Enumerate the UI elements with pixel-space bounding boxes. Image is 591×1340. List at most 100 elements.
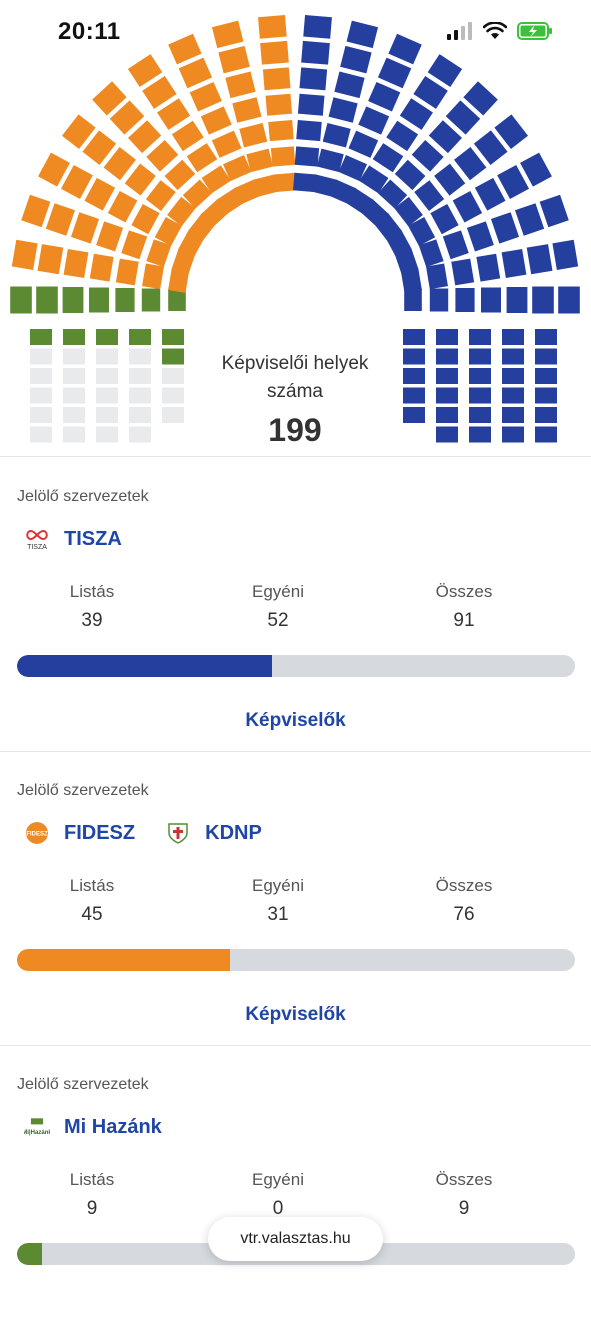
party-fidesz[interactable]: FIDESZ FIDESZ bbox=[24, 820, 135, 846]
seat bbox=[124, 163, 156, 196]
seat bbox=[30, 348, 52, 365]
url-bar[interactable]: vtr.valasztas.hu bbox=[208, 1217, 383, 1261]
wifi-icon bbox=[483, 22, 507, 39]
seat-total-label: Képviselői helyek száma bbox=[221, 353, 369, 402]
seat bbox=[296, 120, 322, 142]
seat bbox=[129, 329, 151, 345]
battery-charging-icon bbox=[517, 22, 552, 40]
seat bbox=[127, 54, 163, 88]
seat bbox=[539, 194, 569, 228]
seat bbox=[394, 159, 426, 191]
stat-value: 31 bbox=[267, 904, 289, 925]
seat bbox=[403, 348, 425, 365]
section-label: Jelölő szervezetek bbox=[17, 488, 149, 505]
seat bbox=[115, 288, 135, 312]
seat bbox=[502, 329, 524, 345]
seat bbox=[253, 174, 279, 197]
seat bbox=[36, 286, 58, 314]
party-kdnp[interactable]: KDNP bbox=[165, 820, 262, 846]
party-row: FIDESZ FIDESZ KDNP bbox=[24, 820, 292, 846]
stat-label: Egyéni bbox=[252, 1170, 304, 1189]
seat bbox=[436, 387, 458, 404]
seat bbox=[200, 106, 232, 135]
seat bbox=[30, 368, 52, 384]
seat bbox=[427, 54, 463, 88]
seat bbox=[115, 258, 139, 286]
seat bbox=[455, 288, 475, 312]
seat bbox=[129, 407, 151, 423]
seat bbox=[454, 146, 487, 181]
seat bbox=[386, 120, 419, 152]
seat bbox=[473, 130, 508, 165]
seat bbox=[377, 179, 408, 209]
seat bbox=[436, 426, 458, 443]
seat bbox=[436, 368, 458, 384]
seat bbox=[469, 426, 491, 443]
divider bbox=[0, 456, 591, 457]
seat bbox=[171, 120, 204, 152]
svg-text:Mi|Hazánk: Mi|Hazánk bbox=[24, 1130, 50, 1136]
seat bbox=[92, 81, 127, 116]
seat bbox=[157, 98, 191, 130]
party-row: TISZA TISZA bbox=[24, 526, 152, 552]
seat bbox=[340, 45, 372, 74]
seat bbox=[558, 286, 580, 314]
seat bbox=[476, 253, 501, 282]
seat bbox=[399, 98, 433, 130]
seat bbox=[10, 286, 32, 314]
seat bbox=[502, 387, 524, 404]
seat bbox=[506, 287, 528, 313]
seat bbox=[497, 164, 530, 200]
seat bbox=[37, 244, 64, 275]
seat bbox=[63, 348, 85, 365]
seat bbox=[316, 148, 344, 173]
stat-value: 9 bbox=[86, 1198, 98, 1219]
section-label: Jelölő szervezetek bbox=[17, 1076, 149, 1093]
seat bbox=[442, 230, 469, 260]
stat-value: 52 bbox=[267, 610, 289, 631]
seat bbox=[121, 230, 148, 260]
stat-label: Listás bbox=[69, 582, 115, 601]
seat bbox=[129, 368, 151, 384]
stat-value: 45 bbox=[81, 904, 103, 925]
seat bbox=[469, 329, 491, 345]
stat-label: Összes bbox=[435, 1170, 493, 1189]
seat bbox=[30, 426, 52, 443]
seat bbox=[430, 203, 459, 235]
seat bbox=[178, 57, 213, 89]
party-mi-hazank[interactable]: Mi|Hazánk Mi Hazánk bbox=[24, 1114, 162, 1140]
party-name: FIDESZ bbox=[64, 821, 136, 844]
seat bbox=[502, 348, 524, 365]
party-card-fidesz-kdnp: Jelölő szervezetek FIDESZ FIDESZ KDNP bbox=[0, 752, 591, 1046]
seat bbox=[168, 33, 202, 65]
stat-egyeni: Egyéni 31 bbox=[198, 876, 358, 926]
representatives-link[interactable]: Képviselők bbox=[245, 710, 346, 731]
seat bbox=[260, 40, 289, 65]
divider bbox=[0, 1045, 591, 1046]
seat bbox=[89, 253, 114, 282]
seat bbox=[328, 97, 358, 123]
stat-label: Egyéni bbox=[252, 876, 304, 895]
status-bar: 20:11 bbox=[0, 0, 591, 64]
seat bbox=[502, 426, 524, 443]
seat bbox=[535, 329, 557, 345]
representatives-link[interactable]: Képviselők bbox=[245, 1004, 346, 1025]
party-tisza[interactable]: TISZA TISZA bbox=[24, 526, 122, 552]
seat bbox=[413, 75, 448, 109]
seat bbox=[311, 174, 337, 197]
seat bbox=[445, 100, 481, 135]
seat bbox=[146, 239, 172, 268]
seat bbox=[96, 407, 118, 423]
seat bbox=[265, 93, 293, 116]
seat bbox=[469, 407, 491, 423]
seat bbox=[232, 97, 262, 123]
seat bbox=[334, 71, 365, 99]
seat bbox=[84, 177, 116, 211]
seat bbox=[96, 368, 118, 384]
seat bbox=[414, 180, 445, 211]
seat-share-bar bbox=[17, 655, 575, 677]
svg-text:FIDESZ: FIDESZ bbox=[26, 832, 48, 838]
seat bbox=[141, 288, 161, 312]
seat bbox=[520, 152, 552, 187]
stat-egyeni: Egyéni 0 bbox=[198, 1170, 358, 1220]
